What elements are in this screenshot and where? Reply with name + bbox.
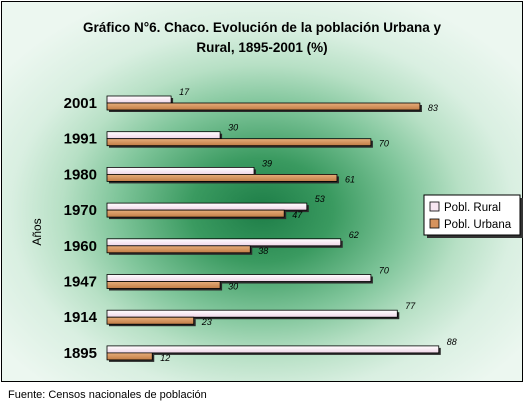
category-label: 1895 (64, 345, 97, 362)
category-label: 1980 (64, 166, 97, 183)
bar-rural (106, 274, 372, 282)
category-label: 1914 (64, 309, 98, 326)
data-label-rural: 77 (405, 301, 416, 311)
data-label-rural: 30 (228, 123, 238, 133)
bar-urbana (106, 102, 421, 111)
data-label-urbana: 83 (428, 103, 438, 113)
legend-box (423, 194, 521, 236)
legend-label-urbana: Pobl. Urbana (444, 219, 512, 231)
bar-rural (106, 345, 440, 354)
bar-urbana (106, 316, 195, 325)
category-label: 1960 (64, 238, 97, 255)
bar-urbana (106, 209, 285, 218)
bar-urbana (106, 245, 251, 254)
data-label-rural: 17 (179, 87, 190, 97)
legend-label-rural: Pobl. Rural (444, 202, 501, 214)
category-label: 1947 (64, 274, 97, 291)
data-label-rural: 62 (349, 230, 359, 240)
chart-title-line1: Gráfico N°6. Chaco. Evolución de la pobl… (83, 20, 441, 35)
chart-title-line2: Rural, 1895-2001 (%) (196, 40, 328, 55)
bar-rural (106, 238, 342, 247)
chart-title: Gráfico N°6. Chaco. Evolución de la pobl… (42, 18, 482, 58)
data-label-urbana: 38 (258, 246, 268, 256)
bar-rural (106, 131, 221, 140)
data-label-urbana: 12 (160, 353, 170, 363)
data-label-rural: 88 (447, 337, 457, 347)
data-label-urbana: 30 (228, 282, 238, 292)
bar-rural (106, 202, 308, 211)
data-label-rural: 70 (379, 266, 389, 276)
data-label-rural: 39 (262, 158, 272, 168)
data-label-urbana: 47 (292, 210, 303, 220)
category-label: 1991 (64, 131, 97, 148)
data-label-urbana: 70 (379, 139, 389, 149)
legend-swatch-urbana (429, 218, 440, 229)
bar-rural (106, 309, 398, 318)
category-label: 2001 (64, 95, 97, 112)
bar-urbana (106, 173, 338, 182)
legend-swatch-rural (429, 201, 440, 212)
source-note: Fuente: Censos nacionales de población (8, 389, 207, 401)
data-label-rural: 53 (315, 194, 325, 204)
data-label-urbana: 61 (345, 174, 355, 184)
category-label: 1970 (64, 202, 97, 219)
bar-rural (106, 95, 172, 104)
data-label-urbana: 23 (201, 317, 212, 327)
y-axis-title: Años (30, 218, 44, 245)
bar-urbana (106, 352, 153, 361)
bar-urbana (106, 281, 221, 289)
bar-urbana (106, 138, 372, 147)
bar-rural (106, 166, 255, 175)
